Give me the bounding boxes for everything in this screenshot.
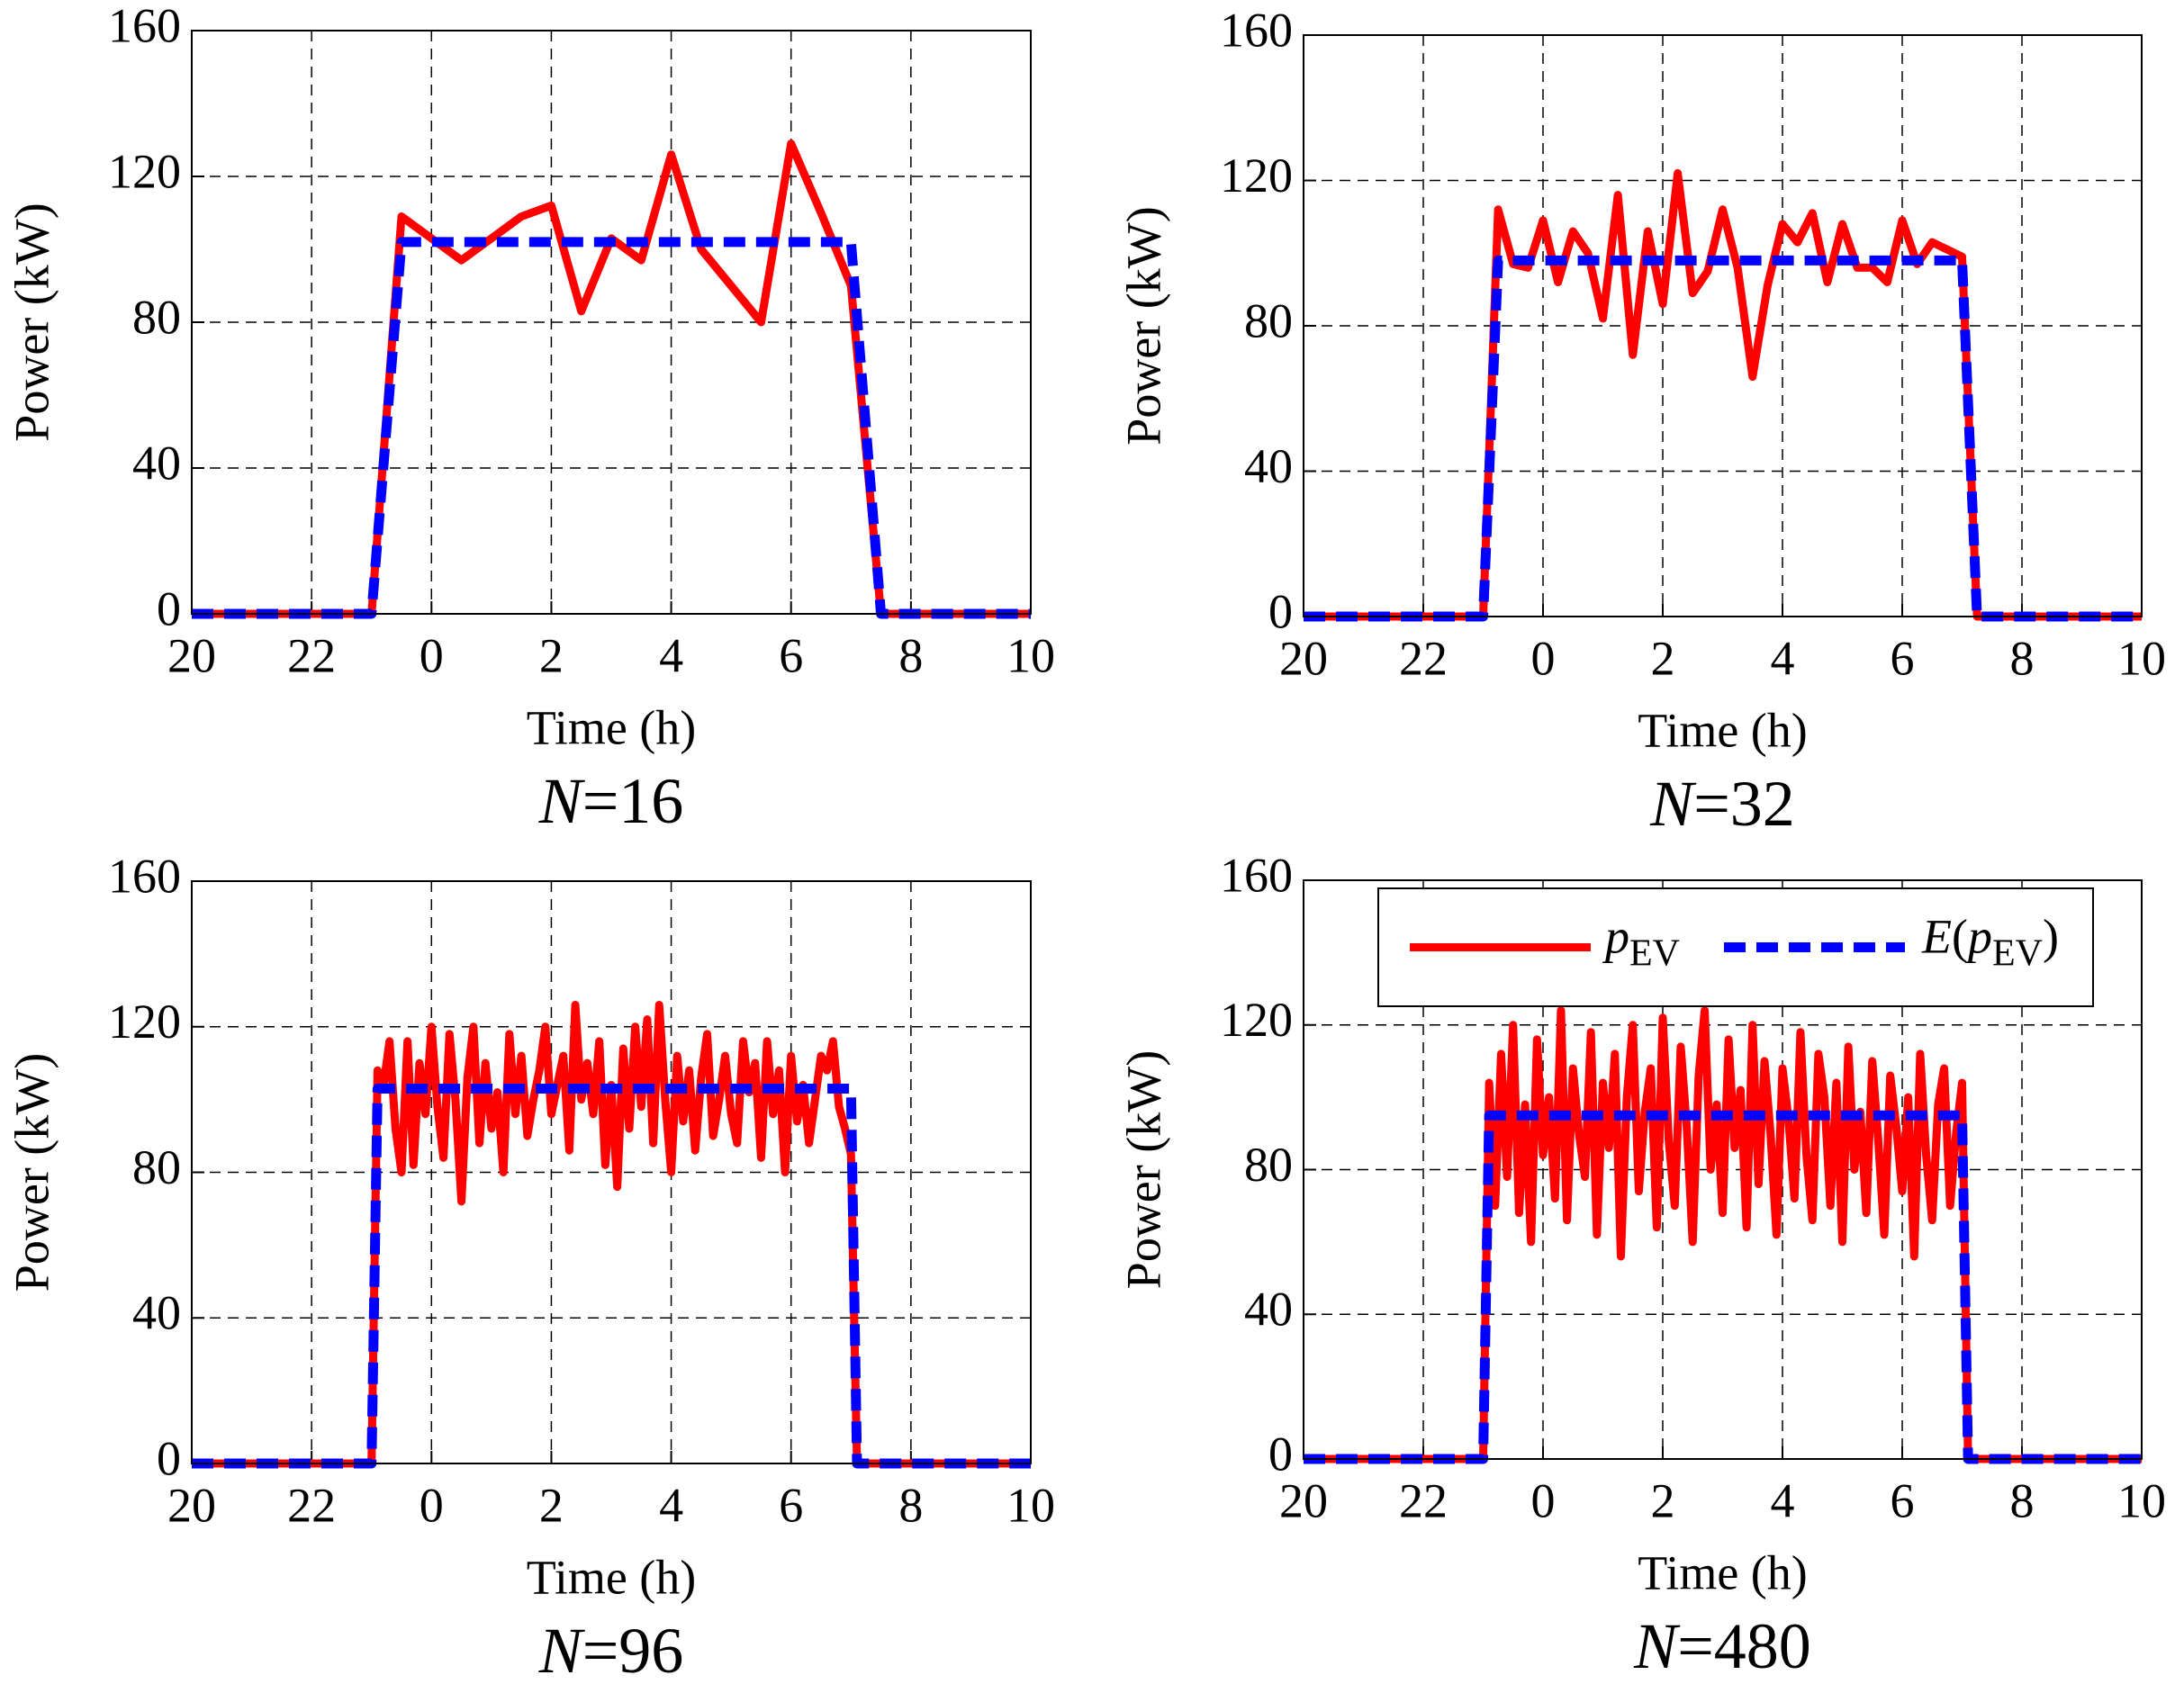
x-tick-label: 22: [1399, 1473, 1448, 1527]
subplot-title: N=32: [1649, 768, 1795, 840]
subplot: 20 22 0 2 4 6 8 10 0 40 80 120 160 Time (h) Power (kW)…: [1116, 848, 2166, 1681]
y-axis-label: Power (kW): [5, 203, 59, 441]
x-tick-label: 2: [539, 628, 564, 682]
x-tick-label: 10: [1006, 1478, 1055, 1532]
x-tick-label: 8: [898, 628, 923, 682]
y-tick-label: 40: [132, 436, 181, 490]
y-tick-label: 80: [1244, 1138, 1293, 1192]
x-tick-label: 0: [420, 1478, 444, 1532]
legend-label: E(pEV): [1921, 910, 2059, 974]
x-tick-label: 4: [1771, 631, 1795, 685]
x-tick-label: 2: [1651, 1473, 1675, 1527]
x-tick-label: 8: [2010, 631, 2035, 685]
x-tick-label: 0: [420, 628, 444, 682]
y-tick-label: 120: [108, 995, 181, 1049]
y-tick-label: 40: [1244, 1283, 1293, 1337]
axes-frame: [1303, 34, 2143, 617]
x-tick-label: 6: [779, 1478, 803, 1532]
y-axis-label: Power (kW): [1116, 1050, 1170, 1289]
subplot-title: N=96: [538, 1615, 684, 1687]
x-tick-label: 0: [1531, 1473, 1556, 1527]
x-tick-label: 20: [167, 1478, 216, 1532]
series-line: [192, 237, 1031, 619]
x-axis-label: Time (h): [527, 1550, 697, 1604]
x-tick-label: 10: [1006, 628, 1055, 682]
y-tick-label: 0: [1268, 584, 1293, 638]
x-tick-label: 4: [1771, 1473, 1795, 1527]
y-axis-label: Power (kW): [1116, 206, 1170, 445]
y-tick-label: 40: [1244, 439, 1293, 493]
x-tick-label: 20: [1279, 1473, 1328, 1527]
legend-label: pEV: [1602, 910, 1680, 974]
axes-frame: [191, 30, 1032, 615]
y-tick-label: 0: [157, 581, 181, 635]
subplot: 20 22 0 2 4 6 8 10 0 40 80 120 160 Time (h) Power (kW)…: [5, 0, 1055, 837]
x-tick-label: 20: [1279, 631, 1328, 685]
x-tick-label: 4: [659, 628, 683, 682]
axes-frame: [1303, 879, 2143, 1460]
x-tick-label: 22: [287, 628, 336, 682]
x-axis-label: Time (h): [1638, 703, 1808, 757]
x-tick-label: 22: [1399, 631, 1448, 685]
x-tick-label: 6: [1891, 631, 1915, 685]
y-tick-label: 80: [1244, 293, 1293, 347]
x-tick-label: 8: [898, 1478, 923, 1532]
series-line: [192, 1083, 1031, 1469]
y-tick-label: 0: [157, 1431, 181, 1485]
y-tick-label: 160: [108, 0, 181, 52]
x-tick-label: 0: [1531, 631, 1556, 685]
x-tick-label: 10: [2117, 631, 2166, 685]
series-line: [1304, 168, 2142, 621]
x-tick-label: 2: [539, 1478, 564, 1532]
y-tick-label: 120: [108, 144, 181, 198]
x-tick-label: 6: [779, 628, 803, 682]
y-tick-label: 120: [1220, 993, 1293, 1047]
x-axis-label: Time (h): [1638, 1545, 1808, 1599]
x-tick-label: 6: [1891, 1473, 1915, 1527]
x-tick-label: 20: [167, 628, 216, 682]
series-line: [1304, 1006, 2142, 1463]
y-tick-label: 40: [132, 1286, 181, 1340]
y-tick-label: 160: [1220, 3, 1293, 57]
y-tick-label: 80: [132, 290, 181, 344]
x-tick-label: 2: [1651, 631, 1675, 685]
series-line: [1304, 1110, 2142, 1464]
x-axis-label: Time (h): [527, 700, 697, 754]
subplot: 20 22 0 2 4 6 8 10 0 40 80 120 160 Time (h) Power (kW)…: [5, 849, 1055, 1686]
y-tick-label: 160: [1220, 848, 1293, 902]
x-tick-label: 10: [2117, 1473, 2166, 1527]
subplot-title: N=480: [1633, 1610, 1811, 1682]
y-axis-label: Power (kW): [5, 1053, 59, 1292]
subplot: 20 22 0 2 4 6 8 10 0 40 80 120 160 Time (h) Power (kW)…: [1116, 3, 2166, 839]
subplot-title: N=16: [538, 765, 684, 837]
x-tick-label: 22: [287, 1478, 336, 1532]
axes-frame: [191, 880, 1032, 1464]
y-tick-label: 120: [1220, 149, 1293, 203]
legend: pEV E(pEV): [1377, 887, 2094, 1007]
y-tick-label: 80: [132, 1140, 181, 1194]
x-tick-label: 8: [2010, 1473, 2035, 1527]
y-tick-label: 160: [108, 849, 181, 903]
y-tick-label: 0: [1268, 1427, 1293, 1481]
x-tick-label: 4: [659, 1478, 683, 1532]
series-line: [1304, 255, 2142, 622]
